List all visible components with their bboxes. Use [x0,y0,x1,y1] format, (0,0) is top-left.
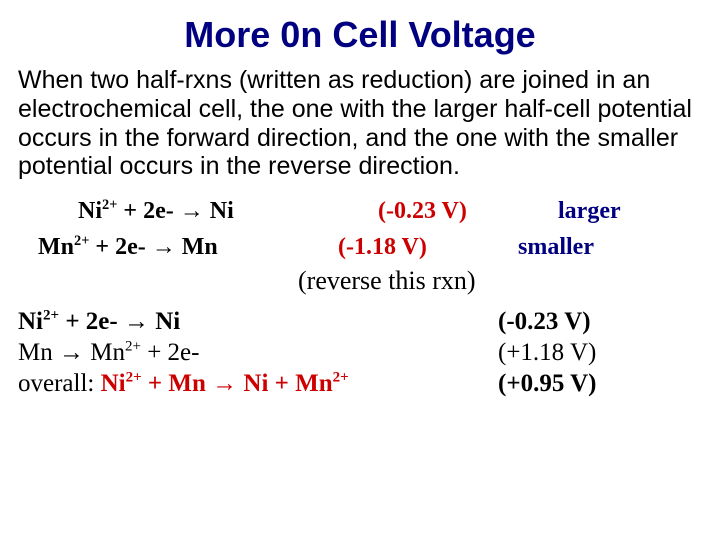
reaction-ni: Ni2+ + 2e- → Ni (-0.23 V) larger [18,195,702,227]
reaction-mn: Mn2+ + 2e- → Mn (-1.18 V) smaller [18,231,702,263]
mn-lhs: Mn [38,234,74,260]
ov-plus1: + Mn [142,370,213,397]
ni-lhs-sup: 2+ [102,197,117,213]
s2-b-sup: 2+ [125,339,141,355]
ov-a-sup: 2+ [126,370,142,386]
s1-b: + 2e- [59,308,124,335]
page-title: More 0n Cell Voltage [18,14,702,56]
summary-row-overall: overall: Ni2+ + Mn → Ni + Mn2+ (+0.95 V) [18,368,702,399]
ni-rhs: Ni [204,198,234,224]
s1-a-sup: 2+ [43,307,59,323]
ni-lhs: Ni [78,198,102,224]
arrow-icon: → [152,234,176,260]
reverse-note: (reverse this rxn) [298,266,702,296]
mn-lhs-sup: 2+ [74,233,89,249]
summary-block: Ni2+ + 2e- → Ni (-0.23 V) Mn → Mn2+ + 2e… [18,306,702,400]
ov-volt: (+0.95 V) [498,370,597,397]
ni-tag: larger [558,198,621,224]
s1-c: Ni [149,308,180,335]
ov-a: Ni [101,370,126,397]
ni-voltage: (-0.23 V) [378,198,467,224]
mn-tag: smaller [518,234,594,260]
s2-a: Mn [18,339,59,366]
overall-label: overall: [18,370,101,397]
mn-plus: + 2e- [89,234,151,260]
mn-voltage: (-1.18 V) [338,234,427,260]
s2-b: Mn [84,339,125,366]
s1-volt: (-0.23 V) [498,308,591,335]
mn-rhs: Mn [176,234,218,260]
ov-b: Ni + Mn [237,370,333,397]
arrow-icon: → [59,339,84,366]
arrow-icon: → [124,308,149,335]
summary-row-2: Mn → Mn2+ + 2e- (+1.18 V) [18,337,702,368]
arrow-icon: → [212,370,237,397]
s2-volt: (+1.18 V) [498,339,596,366]
intro-paragraph: When two half-rxns (written as reduction… [18,66,702,181]
reaction-block: Ni2+ + 2e- → Ni (-0.23 V) larger Mn2+ + … [18,195,702,264]
ni-plus: + 2e- [117,198,179,224]
summary-row-1: Ni2+ + 2e- → Ni (-0.23 V) [18,306,702,337]
arrow-icon: → [180,198,204,224]
s2-c: + 2e- [141,339,200,366]
s1-a: Ni [18,308,43,335]
ov-b-sup: 2+ [333,370,349,386]
